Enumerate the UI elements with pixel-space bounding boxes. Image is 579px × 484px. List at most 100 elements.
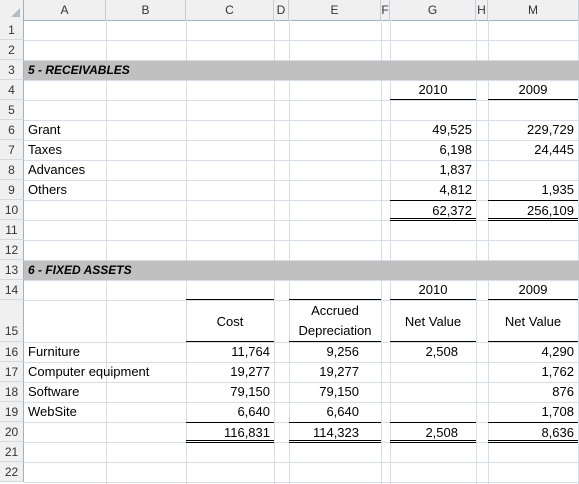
fixed-assets-total-net-2009[interactable]: 8,636 xyxy=(488,422,578,441)
fixed-assets-year-2010[interactable]: 2010 xyxy=(390,280,476,300)
fixed-assets-total-net-2010[interactable]: 2,508 xyxy=(390,422,476,441)
asset-accrued[interactable]: 79,150 xyxy=(319,384,359,399)
column-header-b[interactable]: B xyxy=(106,0,186,20)
receivable-2009-value[interactable] xyxy=(488,160,578,180)
row-header[interactable]: 10 xyxy=(0,200,24,220)
receivable-label[interactable]: Advances xyxy=(28,162,86,177)
double-underline xyxy=(488,218,578,221)
gridline xyxy=(24,180,579,181)
column-header-g[interactable]: G xyxy=(390,0,476,20)
asset-label[interactable]: Furniture xyxy=(28,344,81,359)
asset-net-2010[interactable]: 2,508 xyxy=(425,344,458,359)
row-header[interactable]: 13 xyxy=(0,260,24,280)
fixed-assets-total-accrued[interactable]: 114,323 xyxy=(289,422,381,441)
row-header[interactable]: 15 xyxy=(0,300,24,342)
gridline xyxy=(24,342,579,343)
fixed-assets-title[interactable]: 6 - FIXED ASSETS xyxy=(28,263,132,277)
asset-label[interactable]: WebSite xyxy=(28,404,77,419)
gridline xyxy=(24,140,579,141)
row-header[interactable]: 11 xyxy=(0,220,24,240)
row-header[interactable]: 12 xyxy=(0,240,24,260)
column-header-e[interactable]: E xyxy=(289,0,381,20)
gridline xyxy=(274,20,275,484)
asset-net-2010[interactable] xyxy=(390,362,476,382)
cost-header-top-border xyxy=(186,280,274,300)
row-header[interactable]: 7 xyxy=(0,140,24,160)
accrued-depreciation-header[interactable]: Accrued Depreciation xyxy=(289,300,381,342)
net-value-2010-header[interactable]: Net Value xyxy=(390,300,476,342)
asset-accrued[interactable]: 6,640 xyxy=(326,404,359,419)
receivable-2010-value[interactable]: 6,198 xyxy=(439,142,472,157)
row-header[interactable]: 19 xyxy=(0,402,24,422)
gridline xyxy=(24,200,579,201)
asset-cost[interactable]: 79,150 xyxy=(230,384,270,399)
receivable-label[interactable]: Grant xyxy=(28,122,61,137)
receivable-2009-value[interactable]: 24,445 xyxy=(534,142,574,157)
gridline xyxy=(24,462,579,463)
receivable-2009-value[interactable]: 229,729 xyxy=(527,122,574,137)
asset-net-2009[interactable]: 4,290 xyxy=(541,344,574,359)
gridline xyxy=(24,60,579,61)
row-header[interactable]: 1 xyxy=(0,20,24,40)
select-all-corner[interactable] xyxy=(0,0,24,20)
gridline xyxy=(24,280,579,281)
receivable-label[interactable]: Taxes xyxy=(28,142,62,157)
asset-cost[interactable]: 6,640 xyxy=(237,404,270,419)
asset-cost[interactable]: 19,277 xyxy=(230,364,270,379)
gridline xyxy=(24,382,579,383)
gridline xyxy=(24,240,579,241)
receivables-year-2010[interactable]: 2010 xyxy=(390,80,476,100)
row-header[interactable]: 14 xyxy=(0,280,24,300)
asset-net-2010[interactable] xyxy=(390,382,476,402)
asset-accrued[interactable]: 9,256 xyxy=(326,344,359,359)
asset-net-2009[interactable]: 876 xyxy=(552,384,574,399)
receivables-total-2010[interactable]: 62,372 xyxy=(390,200,476,219)
row-header[interactable]: 9 xyxy=(0,180,24,200)
row-header[interactable]: 21 xyxy=(0,442,24,462)
accrued-header-line2: Depreciation xyxy=(298,323,372,338)
row-header[interactable]: 6 xyxy=(0,120,24,140)
receivables-total-2009[interactable]: 256,109 xyxy=(488,200,578,219)
row-header[interactable]: 20 xyxy=(0,422,24,442)
receivable-2010-value[interactable]: 49,525 xyxy=(432,122,472,137)
select-all-triangle-icon xyxy=(11,8,20,17)
double-underline xyxy=(390,218,476,221)
asset-label[interactable]: Software xyxy=(28,384,80,399)
receivable-label[interactable]: Others xyxy=(28,182,68,197)
asset-label[interactable]: Computer equipment xyxy=(28,364,150,379)
receivables-title[interactable]: 5 - RECEIVABLES xyxy=(28,63,130,77)
net-value-2009-header[interactable]: Net Value xyxy=(488,300,578,342)
row-header[interactable]: 3 xyxy=(0,60,24,80)
row-header[interactable]: 5 xyxy=(0,100,24,120)
row-header[interactable]: 8 xyxy=(0,160,24,180)
row-header[interactable]: 4 xyxy=(0,80,24,100)
row-header[interactable]: 22 xyxy=(0,462,24,482)
cost-header[interactable]: Cost xyxy=(186,300,274,342)
receivables-year-2009[interactable]: 2009 xyxy=(488,80,578,100)
fixed-assets-total-cost[interactable]: 116,831 xyxy=(186,422,274,441)
column-header-d[interactable]: D xyxy=(274,0,289,20)
row-header[interactable]: 2 xyxy=(0,40,24,60)
column-header-a[interactable]: A xyxy=(24,0,106,20)
column-header-h[interactable]: H xyxy=(476,0,488,20)
receivable-2010-value[interactable]: 1,837 xyxy=(439,162,472,177)
column-header-c[interactable]: C xyxy=(186,0,274,20)
asset-cost[interactable]: 11,764 xyxy=(231,344,270,359)
gridline xyxy=(24,160,579,161)
column-header-f[interactable]: F xyxy=(381,0,390,20)
asset-net-2009[interactable]: 1,762 xyxy=(541,364,574,379)
gridline xyxy=(24,100,579,101)
row-header[interactable]: 16 xyxy=(0,342,24,362)
asset-net-2010[interactable] xyxy=(390,402,476,422)
gridline xyxy=(24,120,579,121)
column-header-m[interactable]: M xyxy=(488,0,579,20)
row-header[interactable]: 17 xyxy=(0,362,24,382)
double-underline xyxy=(488,440,578,443)
asset-net-2009[interactable]: 1,708 xyxy=(541,404,574,419)
row-header[interactable]: 18 xyxy=(0,382,24,402)
receivable-2009-value[interactable]: 1,935 xyxy=(541,182,574,197)
receivable-2010-value[interactable]: 4,812 xyxy=(439,182,472,197)
fixed-assets-year-2009[interactable]: 2009 xyxy=(488,280,578,300)
asset-accrued[interactable]: 19,277 xyxy=(319,364,359,379)
